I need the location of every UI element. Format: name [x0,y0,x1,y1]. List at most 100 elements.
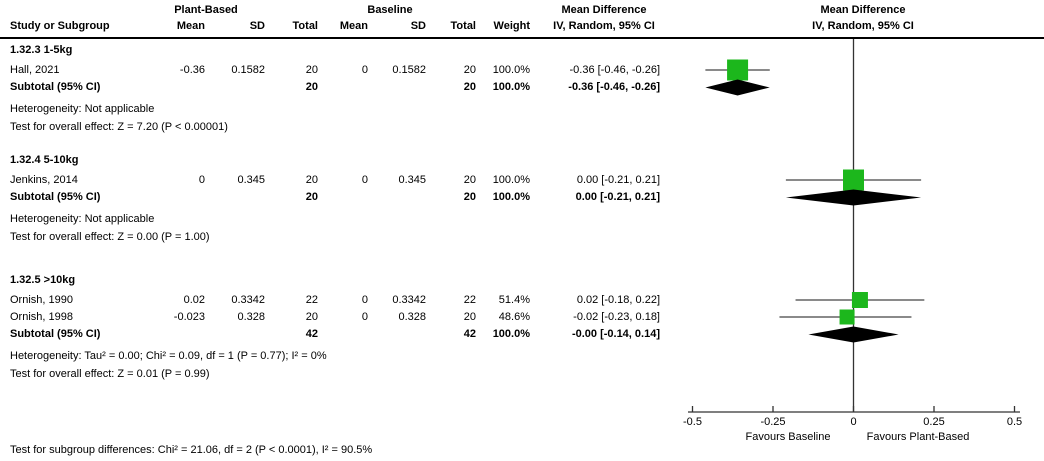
study-row: Hall, 2021 -0.36 0.1582 20 0 0.1582 20 100.0% -0… [0,64,1044,77]
cell-mean1: -0.023 [173,311,205,323]
study-row: Jenkins, 2014 0 0.345 20 0 0.345 20 100.0% 0.00 … [0,174,1044,187]
subgroup-label-row: 1.32.4 5-10kg [0,154,1044,167]
cell-total1: 22 [305,294,318,306]
col-header-sd2: SD [410,20,426,32]
cell-mean2: 0 [361,174,368,186]
heterogeneity-note-text: Heterogeneity: Not applicable [10,213,155,225]
cell-sd1: 0.1582 [231,64,265,76]
cell-study: Jenkins, 2014 [10,174,78,186]
cell-sd2: 0.1582 [392,64,426,76]
cell-total2: 22 [463,294,476,306]
cell-sd2: 0.345 [398,174,426,186]
axis-tick-label: -0.5 [683,416,702,428]
header-divider [0,37,1044,39]
cell-total2: 20 [463,174,476,186]
ci-method-plot-header: IV, Random, 95% CI [812,20,914,32]
cell-ci: 0.00 [-0.21, 0.21] [575,191,660,203]
cell-weight: 100.0% [492,174,530,186]
subtotal-row: Subtotal (95% CI) 42 42 100.0% -0.00 [-0.14,… [0,328,1044,341]
cell-total2: 20 [463,311,476,323]
cell-study: 1.32.3 1-5kg [10,44,73,56]
cell-sd1: 0.3342 [231,294,265,306]
cell-weight: 100.0% [492,64,530,76]
cell-total1: 20 [305,81,318,93]
col-header-total2: Total [450,20,476,32]
arm1-group-header: Plant-Based [174,4,238,16]
cell-weight: 51.4% [498,294,530,306]
cell-sd2: 0.3342 [392,294,426,306]
arm2-group-header: Baseline [367,4,413,16]
overall-effect-note-text: Test for overall effect: Z = 0.00 (P = 1… [10,231,210,243]
col-header-weight: Weight [493,20,530,32]
heterogeneity-note: Heterogeneity: Tau² = 0.00; Chi² = 0.09,… [0,350,1044,363]
cell-ci: -0.00 [-0.14, 0.14] [571,328,660,340]
col-header-total1: Total [292,20,318,32]
cell-study: Subtotal (95% CI) [10,328,101,340]
overall-effect-note: Test for overall effect: Z = 7.20 (P < 0… [0,121,1044,134]
favours-right-label: Favours Plant-Based [867,431,970,443]
axis-tick-label: 0.5 [1007,416,1022,428]
study-column-header: Study or Subgroup [10,20,110,32]
heterogeneity-note-text: Heterogeneity: Not applicable [10,103,155,115]
subgroup-differences-note: Test for subgroup differences: Chi² = 21… [10,444,373,456]
cell-total2: 20 [463,191,476,203]
cell-ci: -0.36 [-0.46, -0.26] [568,81,660,93]
cell-mean1: 0.02 [183,294,205,306]
overall-effect-note-text: Test for overall effect: Z = 7.20 (P < 0… [10,121,228,133]
md-column-header: Mean Difference [561,4,647,16]
heterogeneity-note: Heterogeneity: Not applicable [0,213,1044,226]
cell-mean1: -0.36 [179,64,205,76]
study-row: Ornish, 1998 -0.023 0.328 20 0 0.328 20 48.6% -0… [0,311,1044,324]
col-header-mean1: Mean [176,20,205,32]
overall-effect-note: Test for overall effect: Z = 0.00 (P = 1… [0,231,1044,244]
cell-total1: 20 [305,191,318,203]
cell-study: Subtotal (95% CI) [10,81,101,93]
cell-mean2: 0 [361,294,368,306]
cell-mean2: 0 [361,311,368,323]
cell-weight: 48.6% [498,311,530,323]
overall-effect-note-text: Test for overall effect: Z = 0.01 (P = 0… [10,368,210,380]
cell-total1: 42 [305,328,318,340]
cell-mean1: 0 [198,174,205,186]
subtotal-row: Subtotal (95% CI) 20 20 100.0% -0.36 [-0.46,… [0,81,1044,94]
col-header-sd1: SD [249,20,265,32]
heterogeneity-note: Heterogeneity: Not applicable [0,103,1044,116]
subgroup-label-row: 1.32.5 >10kg [0,274,1044,287]
md-plot-header: Mean Difference [820,4,906,16]
cell-ci: -0.02 [-0.23, 0.18] [573,311,660,323]
cell-total2: 42 [463,328,476,340]
cell-study: Ornish, 1998 [10,311,73,323]
axis-tick-label: 0 [850,416,856,428]
cell-sd1: 0.328 [237,311,265,323]
cell-study: 1.32.5 >10kg [10,274,76,286]
cell-weight: 100.0% [492,191,530,203]
cell-ci: 0.02 [-0.18, 0.22] [576,294,660,306]
cell-weight: 100.0% [492,328,530,340]
cell-study: Ornish, 1990 [10,294,73,306]
axis-tick-label: 0.25 [923,416,944,428]
cell-sd1: 0.345 [237,174,265,186]
cell-total1: 20 [305,311,318,323]
cell-total2: 20 [463,64,476,76]
cell-total1: 20 [305,64,318,76]
heterogeneity-note-text: Heterogeneity: Tau² = 0.00; Chi² = 0.09,… [10,350,327,362]
overall-effect-note: Test for overall effect: Z = 0.01 (P = 0… [0,368,1044,381]
cell-ci: -0.36 [-0.46, -0.26] [569,64,661,76]
axis-tick-label: -0.25 [760,416,785,428]
study-row: Ornish, 1990 0.02 0.3342 22 0 0.3342 22 51.4% 0.… [0,294,1044,307]
col-header-mean2: Mean [339,20,368,32]
cell-weight: 100.0% [492,81,530,93]
cell-study: Subtotal (95% CI) [10,191,101,203]
cell-total1: 20 [305,174,318,186]
cell-total2: 20 [463,81,476,93]
cell-study: Hall, 2021 [10,64,60,76]
ci-method-header: IV, Random, 95% CI [553,20,655,32]
subtotal-row: Subtotal (95% CI) 20 20 100.0% 0.00 [-0.21, … [0,191,1044,204]
subgroup-label-row: 1.32.3 1-5kg [0,44,1044,57]
cell-sd2: 0.328 [398,311,426,323]
cell-mean2: 0 [361,64,368,76]
favours-left-label: Favours Baseline [746,431,831,443]
cell-ci: 0.00 [-0.21, 0.21] [576,174,660,186]
cell-study: 1.32.4 5-10kg [10,154,79,166]
